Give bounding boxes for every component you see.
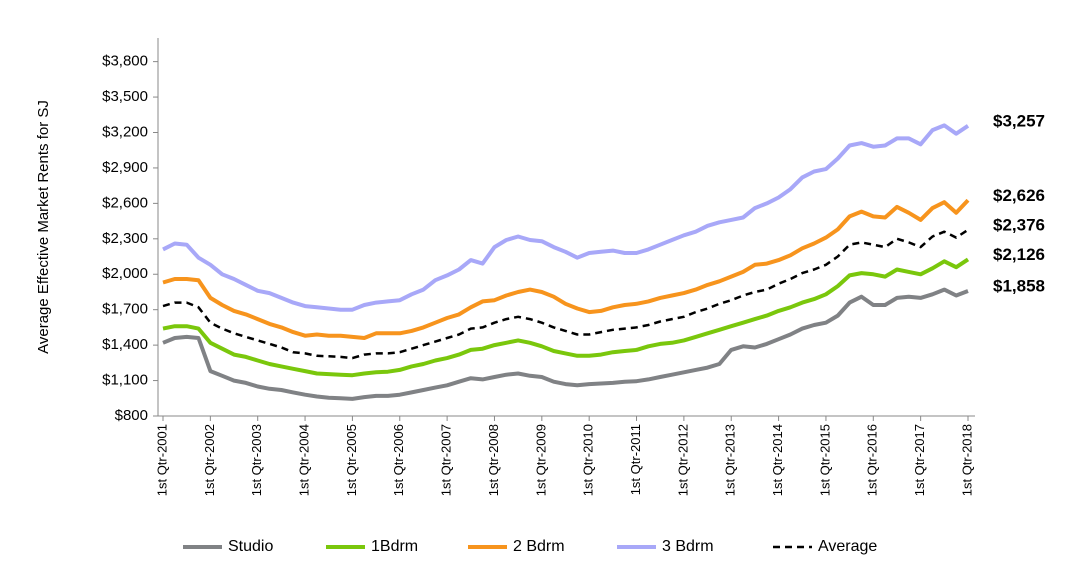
legend-label: 2 Bdrm [513, 538, 565, 555]
x-tick-label: 1st Qtr-2013 [723, 424, 738, 496]
x-tick-label: 1st Qtr-2008 [486, 424, 501, 496]
y-tick-label: $3,500 [102, 88, 148, 105]
legend-label: 1Bdrm [371, 538, 418, 555]
x-tick-label: 1st Qtr-2016 [865, 424, 880, 496]
x-tick-label: 1st Qtr-2014 [770, 424, 785, 496]
series-line [162, 287, 969, 401]
legend-label: 3 Bdrm [662, 538, 714, 555]
y-tick-label: $2,000 [102, 265, 148, 282]
x-tick-label: 1st Qtr-2002 [202, 424, 217, 496]
x-tick-label: 1st Qtr-2010 [581, 424, 596, 496]
value-label: $2,126 [993, 245, 1045, 264]
x-tick-label: 1st Qtr-2003 [249, 424, 264, 496]
series-line [162, 198, 970, 340]
x-tick-label: 1st Qtr-2005 [344, 424, 359, 496]
legend-label: Average [818, 538, 877, 555]
series-line [162, 257, 970, 378]
x-tick-label: 1st Qtr-2007 [439, 424, 454, 496]
y-tick-label: $2,900 [102, 159, 148, 176]
y-tick-label: $2,300 [102, 230, 148, 247]
x-tick-label: 1st Qtr-2015 [817, 424, 832, 496]
y-tick-label: $3,200 [102, 123, 148, 140]
x-tick-label: 1st Qtr-2011 [628, 424, 643, 495]
y-tick-label: $1,400 [102, 336, 148, 353]
y-tick-label: $800 [115, 407, 148, 424]
value-label: $3,257 [993, 111, 1045, 130]
series-line [162, 123, 970, 312]
x-tick-label: 1st Qtr-2018 [959, 424, 974, 496]
value-label: $2,376 [993, 215, 1045, 234]
x-tick-label: 1st Qtr-2004 [296, 424, 311, 496]
y-tick-label: $1,100 [102, 372, 148, 389]
legend-label: Studio [228, 538, 273, 555]
y-axis-label: Average Effective Market Rents for SJ [35, 100, 52, 354]
value-label: $2,626 [993, 186, 1045, 205]
x-tick-label: 1st Qtr-2012 [675, 424, 690, 496]
y-tick-label: $3,800 [102, 53, 148, 70]
x-tick-label: 1st Qtr-2001 [154, 424, 169, 496]
x-tick-label: 1st Qtr-2017 [912, 424, 927, 496]
series-line [162, 228, 969, 360]
x-tick-label: 1st Qtr-2009 [533, 424, 548, 496]
y-tick-label: $2,600 [102, 194, 148, 211]
value-label: $1,858 [993, 277, 1045, 296]
x-tick-label: 1st Qtr-2006 [391, 424, 406, 496]
y-tick-label: $1,700 [102, 301, 148, 318]
